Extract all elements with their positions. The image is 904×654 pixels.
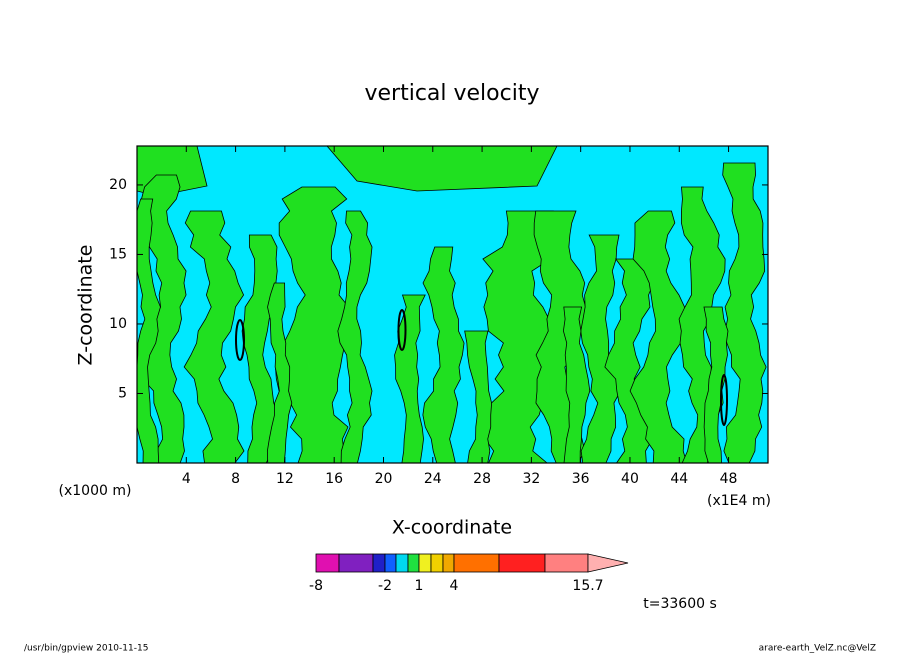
x-tick-label: 24 [424,471,442,487]
colorbar-segment [384,553,397,573]
colorbar-label: 4 [450,578,459,594]
colorbar-segment [372,553,386,573]
x-tick-label: 28 [473,471,491,487]
x-unit-label: (x1000 m) [59,483,132,499]
x-tick-label: 44 [670,471,688,487]
plot-frame [136,145,769,464]
x-tick-label: 4 [182,471,191,487]
footer: /usr/bin/gpview 2010-11-15 [24,644,148,654]
colorbar-label: -8 [309,578,323,594]
contour-region [464,330,493,464]
footer: arare-earth_VelZ.nc@VelZ [759,644,876,654]
y-tick-label: 15 [109,246,127,262]
y-axis-label: Z-coordinate [75,245,97,366]
colorbar-segment [442,553,455,573]
x-tick-label: 12 [276,471,294,487]
contour-region [241,234,279,464]
time-label: t=33600 s [643,596,717,612]
contour-region [183,210,245,464]
x-tick-label: 8 [231,471,240,487]
contour-region [266,282,293,464]
colorbar-segment [395,553,409,573]
colorbar-segment [498,553,546,573]
x-tick-label: 20 [375,471,393,487]
colorbar-label: -2 [378,578,392,594]
contour-region [422,246,465,464]
x-tick-label: 36 [572,471,590,487]
colorbar-segment [315,553,340,573]
contour-region [722,162,767,464]
y-tick-label: 10 [109,316,127,332]
x-unit-label: (x1E4 m) [707,493,771,509]
colorbar-segment [430,553,444,573]
y-tick-label: 20 [109,177,127,193]
x-tick-label: 40 [621,471,639,487]
colorbar-segment [407,553,420,573]
contour-core [235,319,245,361]
colorbar-label: 15.7 [572,578,603,594]
colorbar-segment [338,553,374,573]
colorbar-segment [453,553,500,573]
contour-core [720,374,728,426]
x-tick-label: 16 [325,471,343,487]
chart-title: vertical velocity [364,81,539,106]
contour-region [562,306,591,464]
x-tick-label: 32 [522,471,540,487]
contour-region [703,306,729,464]
contour-region [337,210,373,464]
y-tick-label: 5 [118,385,127,401]
contour-field [136,145,768,464]
colorbar-arrow [587,553,629,573]
contour-region [394,294,426,464]
colorbar-label: 1 [415,578,424,594]
colorbar-segment [418,553,432,573]
contour-region [629,210,688,464]
colorbar-segment [544,553,589,573]
contour-core [397,309,407,351]
x-tick-label: 48 [720,471,738,487]
x-axis-label: X-coordinate [392,517,512,539]
